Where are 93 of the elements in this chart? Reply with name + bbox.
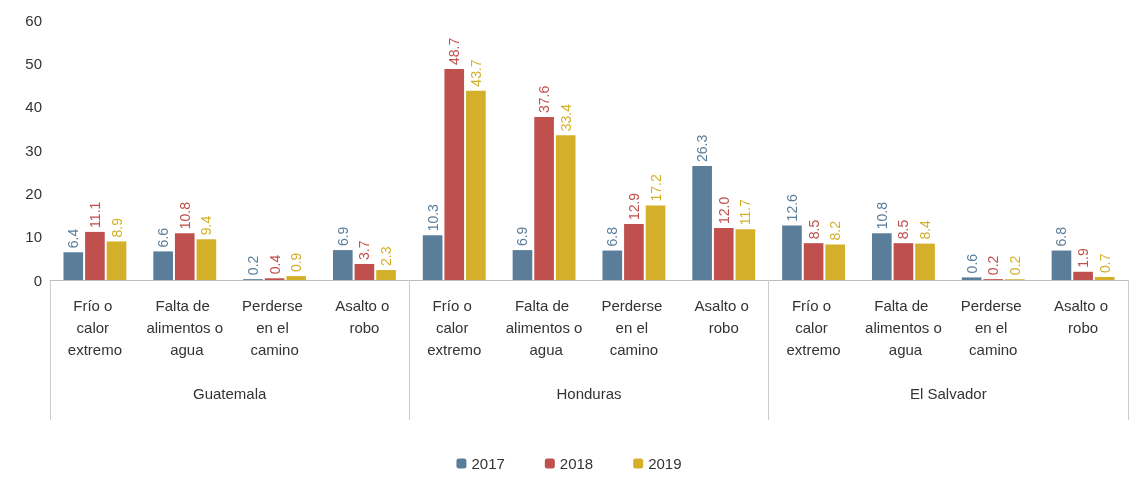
x-tick-label: Asalto o robo xyxy=(335,296,394,336)
bar xyxy=(893,243,914,280)
bar xyxy=(1094,276,1115,280)
bar xyxy=(645,205,666,280)
x-tick-label: Asalto o robo xyxy=(1053,296,1113,336)
bar xyxy=(286,276,307,280)
data-label: 0.2 xyxy=(244,255,261,276)
text: El Salvador xyxy=(909,385,987,402)
bar xyxy=(174,233,195,280)
bar xyxy=(444,68,465,280)
text: Honduras xyxy=(556,385,622,402)
data-label: 6.6 xyxy=(155,227,172,248)
y-tick-label: 60 xyxy=(25,11,42,29)
x-tick-label: Asalto o robo xyxy=(694,296,753,336)
data-label: 43.7 xyxy=(467,59,484,87)
legend-label: 2017 xyxy=(471,455,505,472)
bar xyxy=(153,251,173,280)
data-label: 8.4 xyxy=(917,219,934,240)
data-label: 6.4 xyxy=(65,228,82,249)
data-label: 33.4 xyxy=(557,103,574,132)
bar xyxy=(624,224,644,280)
bar xyxy=(332,250,353,280)
y-tick-label: 20 xyxy=(25,184,42,202)
x-tick-label: Perderse en el camino xyxy=(601,296,667,358)
bar xyxy=(512,250,533,280)
bar xyxy=(196,239,217,280)
bar xyxy=(354,263,375,280)
y-tick-label: 50 xyxy=(25,54,42,72)
bar xyxy=(555,135,576,280)
data-label: 9.4 xyxy=(198,215,215,236)
data-label: 12.0 xyxy=(715,196,732,224)
y-tick-label: 30 xyxy=(25,141,42,159)
data-label: 0.2 xyxy=(985,255,1002,276)
bar xyxy=(803,243,824,280)
bar xyxy=(466,90,486,280)
bar xyxy=(602,250,623,280)
data-label: 6.8 xyxy=(604,226,621,247)
x-tick-label: Frío o calor extremo xyxy=(427,296,482,358)
legend-label: 2018 xyxy=(559,455,594,472)
bar xyxy=(871,233,892,280)
bar xyxy=(85,231,105,280)
bar xyxy=(1051,250,1072,280)
data-label: 6.8 xyxy=(1053,226,1070,247)
bar xyxy=(961,277,982,280)
bar xyxy=(534,117,554,280)
bar xyxy=(825,244,846,280)
data-label: 10.3 xyxy=(424,203,441,232)
y-tick-label: 0 xyxy=(33,271,42,289)
data-label: 8.5 xyxy=(805,219,822,240)
x-tick-label: Falta de alimentos o agua xyxy=(146,296,224,358)
text: Guatemala xyxy=(192,385,268,402)
bar xyxy=(735,229,756,280)
data-label: 8.5 xyxy=(895,219,912,240)
data-label: 3.7 xyxy=(356,240,373,260)
legend-label: 2019 xyxy=(648,455,682,472)
x-tick-label: Perderse en el camino xyxy=(242,296,308,358)
bar xyxy=(63,252,84,280)
data-label: 8.9 xyxy=(108,217,125,238)
x-tick-label: Falta de alimentos o agua xyxy=(505,296,583,358)
data-label: 10.8 xyxy=(873,201,890,230)
bar xyxy=(106,241,127,280)
data-label: 0.9 xyxy=(288,252,305,273)
x-tick-label: Falta de alimentos o agua xyxy=(865,296,942,358)
data-label: 12.6 xyxy=(783,193,800,222)
data-label: 48.7 xyxy=(446,37,463,65)
data-label: 17.2 xyxy=(647,174,664,202)
bar xyxy=(376,270,396,280)
data-label: 1.9 xyxy=(1075,248,1092,268)
data-label: 0.4 xyxy=(266,254,283,275)
y-tick-label: 10 xyxy=(25,228,42,246)
data-label: 10.8 xyxy=(176,201,193,230)
data-label: 12.9 xyxy=(625,192,642,221)
x-tick-label: Perderse en el camino xyxy=(960,296,1026,358)
data-label: 0.2 xyxy=(1006,255,1023,276)
data-label: 11.1 xyxy=(86,201,103,228)
data-label: 6.9 xyxy=(514,226,531,247)
data-label: 11.7 xyxy=(737,198,754,226)
bar xyxy=(782,225,802,280)
bar xyxy=(713,228,734,280)
bar xyxy=(422,235,443,280)
data-label: 0.7 xyxy=(1096,253,1113,273)
data-label: 37.6 xyxy=(536,85,553,114)
bar xyxy=(915,243,935,280)
data-label: 0.6 xyxy=(963,253,980,274)
bar xyxy=(1073,271,1093,280)
data-label: 2.3 xyxy=(378,246,395,267)
y-tick-label: 40 xyxy=(25,98,42,116)
x-tick-label: Frío o calor extremo xyxy=(786,296,841,358)
x-tick-label: Frío o calor extremo xyxy=(67,296,123,358)
data-label: 26.3 xyxy=(694,134,711,163)
bar xyxy=(692,166,712,280)
data-label: 6.9 xyxy=(334,226,351,247)
data-label: 8.2 xyxy=(827,220,844,241)
